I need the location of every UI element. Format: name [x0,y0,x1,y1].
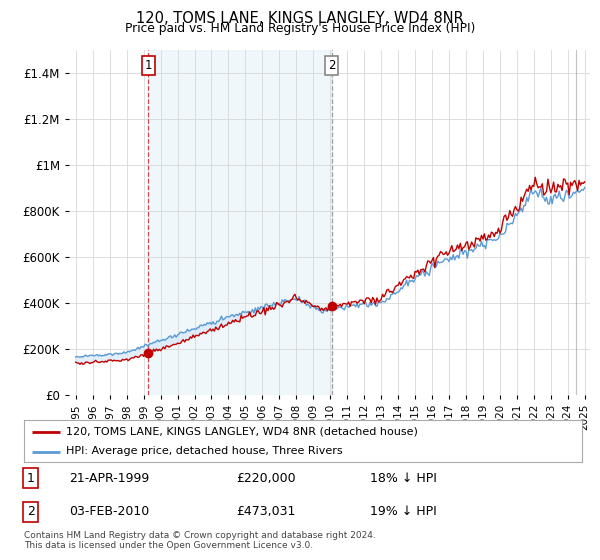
Text: 1: 1 [27,472,35,485]
Bar [576,50,588,395]
Text: 120, TOMS LANE, KINGS LANGLEY, WD4 8NR (detached house): 120, TOMS LANE, KINGS LANGLEY, WD4 8NR (… [66,427,418,437]
Text: 2: 2 [27,505,35,518]
Text: HPI: Average price, detached house, Three Rivers: HPI: Average price, detached house, Thre… [66,446,343,456]
Text: 1: 1 [145,59,152,72]
Text: Contains HM Land Registry data © Crown copyright and database right 2024.
This d: Contains HM Land Registry data © Crown c… [24,531,376,550]
Text: 2: 2 [328,59,335,72]
Text: £473,031: £473,031 [236,505,295,518]
Bar [576,50,588,395]
Text: 03-FEB-2010: 03-FEB-2010 [68,505,149,518]
Text: £220,000: £220,000 [236,472,296,485]
Text: 120, TOMS LANE, KINGS LANGLEY, WD4 8NR: 120, TOMS LANE, KINGS LANGLEY, WD4 8NR [136,11,464,26]
Bar [148,50,332,395]
Text: 19% ↓ HPI: 19% ↓ HPI [370,505,437,518]
Text: 18% ↓ HPI: 18% ↓ HPI [370,472,437,485]
Text: Price paid vs. HM Land Registry's House Price Index (HPI): Price paid vs. HM Land Registry's House … [125,22,475,35]
Text: 21-APR-1999: 21-APR-1999 [68,472,149,485]
